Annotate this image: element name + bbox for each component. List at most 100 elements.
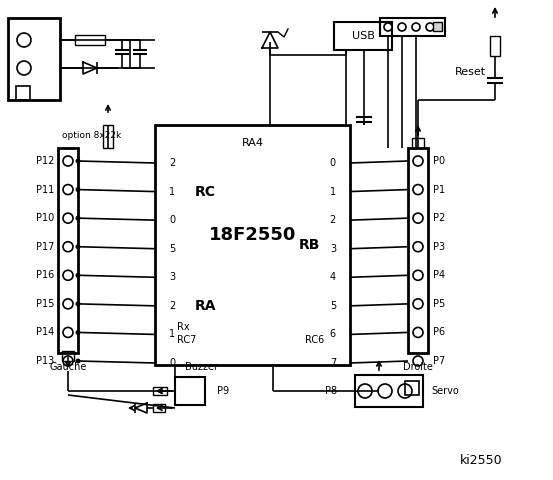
Text: 2: 2 (330, 215, 336, 225)
Circle shape (63, 156, 73, 166)
Bar (58, 148, 78, 353)
Text: P5: P5 (433, 299, 445, 309)
Circle shape (413, 213, 423, 223)
Text: 0: 0 (169, 358, 175, 368)
Bar (433, 22, 442, 31)
Text: RA: RA (195, 299, 217, 313)
Text: P13: P13 (36, 356, 54, 366)
Bar (62, 351, 74, 361)
Circle shape (17, 61, 31, 75)
Circle shape (63, 185, 73, 194)
Text: P7: P7 (433, 356, 445, 366)
Text: RA4: RA4 (242, 138, 263, 148)
Text: option 8x22k: option 8x22k (62, 132, 121, 141)
Circle shape (76, 359, 81, 363)
Text: Reset: Reset (455, 67, 486, 77)
Circle shape (413, 299, 423, 309)
Circle shape (76, 244, 81, 249)
Text: 5: 5 (169, 244, 175, 254)
Bar (16, 86, 30, 100)
Text: P16: P16 (36, 270, 54, 280)
Text: P12: P12 (35, 156, 54, 166)
Text: RC6: RC6 (305, 335, 324, 345)
Circle shape (413, 156, 423, 166)
Circle shape (63, 242, 73, 252)
Bar (153, 387, 167, 395)
Text: RC7: RC7 (177, 335, 196, 345)
Circle shape (412, 23, 420, 31)
Text: 1: 1 (330, 187, 336, 197)
Text: USB: USB (352, 31, 374, 41)
Text: P1: P1 (433, 185, 445, 194)
Circle shape (63, 327, 73, 337)
Bar (155, 125, 350, 365)
Text: RC: RC (195, 185, 216, 199)
Bar (412, 138, 424, 148)
Text: P4: P4 (433, 270, 445, 280)
Circle shape (413, 356, 423, 366)
Text: P0: P0 (433, 156, 445, 166)
Circle shape (426, 23, 434, 31)
Circle shape (63, 270, 73, 280)
Bar (75, 35, 105, 45)
Text: RB: RB (299, 238, 320, 252)
Text: 7: 7 (330, 358, 336, 368)
Text: P10: P10 (36, 213, 54, 223)
Bar (405, 381, 419, 395)
Text: Gauche: Gauche (49, 362, 87, 372)
Text: 18F2550: 18F2550 (209, 226, 296, 244)
Circle shape (413, 242, 423, 252)
Bar (408, 148, 428, 353)
Text: P15: P15 (35, 299, 54, 309)
Text: P11: P11 (36, 185, 54, 194)
Bar (153, 404, 165, 412)
Circle shape (398, 384, 412, 398)
Circle shape (63, 299, 73, 309)
Bar (103, 125, 113, 148)
Circle shape (63, 356, 73, 366)
Circle shape (398, 23, 406, 31)
Circle shape (413, 185, 423, 194)
Text: Rx: Rx (177, 322, 190, 332)
Text: Droite: Droite (403, 362, 433, 372)
Circle shape (76, 330, 81, 335)
Circle shape (378, 384, 392, 398)
Circle shape (76, 273, 81, 278)
Text: P17: P17 (35, 242, 54, 252)
Text: P9: P9 (217, 386, 229, 396)
Circle shape (76, 216, 81, 221)
Bar (355, 375, 423, 407)
Bar (8, 18, 60, 100)
Text: P2: P2 (433, 213, 445, 223)
Text: P3: P3 (433, 242, 445, 252)
Text: 4: 4 (330, 272, 336, 282)
Circle shape (76, 158, 81, 164)
Text: P8: P8 (325, 386, 337, 396)
Text: 5: 5 (330, 301, 336, 311)
Circle shape (76, 301, 81, 306)
Circle shape (76, 187, 81, 192)
Bar (380, 18, 445, 36)
Text: ki2550: ki2550 (460, 454, 503, 467)
Text: P6: P6 (433, 327, 445, 337)
Bar (334, 22, 392, 50)
Text: 3: 3 (169, 272, 175, 282)
Text: 2: 2 (169, 158, 175, 168)
Circle shape (413, 327, 423, 337)
Circle shape (358, 384, 372, 398)
Circle shape (413, 270, 423, 280)
Circle shape (384, 23, 392, 31)
Text: Buzzer: Buzzer (185, 362, 218, 372)
Text: 2: 2 (169, 301, 175, 311)
Text: 1: 1 (169, 329, 175, 339)
Text: P14: P14 (36, 327, 54, 337)
Bar (490, 36, 500, 56)
Text: Servo: Servo (431, 386, 459, 396)
Text: 1: 1 (169, 187, 175, 197)
Text: 0: 0 (169, 215, 175, 225)
Text: 3: 3 (330, 244, 336, 254)
Circle shape (63, 213, 73, 223)
Text: 6: 6 (330, 329, 336, 339)
Circle shape (17, 33, 31, 47)
Text: 0: 0 (330, 158, 336, 168)
